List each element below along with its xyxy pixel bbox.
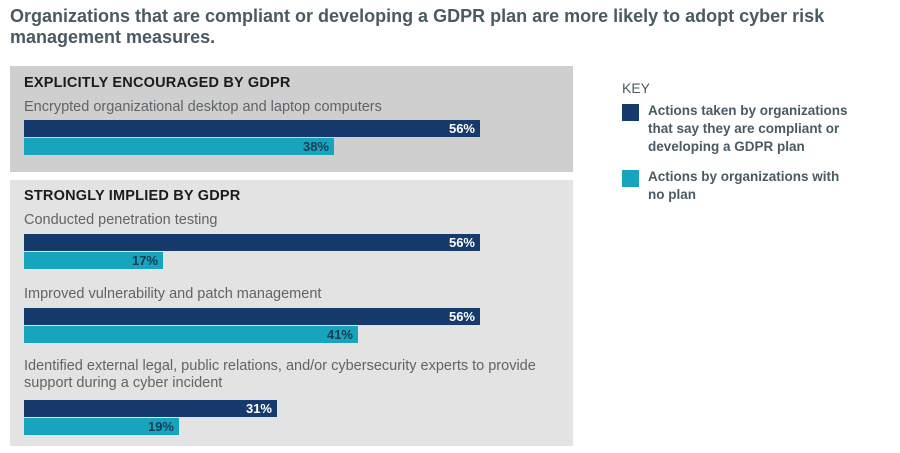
bar-no-plan: 38% bbox=[24, 138, 334, 155]
bar-no-plan: 41% bbox=[24, 326, 358, 343]
bar-no-plan: 19% bbox=[24, 418, 179, 435]
category-label: Identified external legal, public relati… bbox=[24, 358, 536, 391]
legend: KEY Actions taken by organizations that … bbox=[622, 80, 852, 216]
category-label: Conducted penetration testing bbox=[24, 212, 218, 228]
legend-swatch bbox=[622, 170, 639, 187]
bar-compliant: 56% bbox=[24, 120, 480, 137]
legend-label: Actions by organizations with no plan bbox=[648, 169, 840, 202]
chart-title: Organizations that are compliant or deve… bbox=[10, 6, 825, 47]
bar-compliant: 56% bbox=[24, 234, 480, 251]
bar-no-plan: 17% bbox=[24, 252, 163, 269]
panel-strongly-implied: STRONGLY IMPLIED BY GDPR Conducted penet… bbox=[10, 180, 573, 446]
panel-explicitly-encouraged: EXPLICITLY ENCOURAGED BY GDPR Encrypted … bbox=[10, 66, 573, 172]
group-heading: EXPLICITLY ENCOURAGED BY GDPR bbox=[24, 75, 291, 91]
legend-title: KEY bbox=[622, 80, 651, 96]
legend-label: Actions taken by organizations that say … bbox=[648, 103, 848, 154]
category-label: Encrypted organizational desktop and lap… bbox=[24, 99, 382, 115]
category-label: Improved vulnerability and patch managem… bbox=[24, 286, 322, 302]
group-heading: STRONGLY IMPLIED BY GDPR bbox=[24, 188, 241, 204]
bar-compliant: 56% bbox=[24, 308, 480, 325]
legend-swatch bbox=[622, 104, 639, 121]
legend-item-no-plan: Actions by organizations with no plan bbox=[622, 168, 852, 204]
bar-compliant: 31% bbox=[24, 400, 277, 417]
legend-item-compliant: Actions taken by organizations that say … bbox=[622, 102, 852, 156]
